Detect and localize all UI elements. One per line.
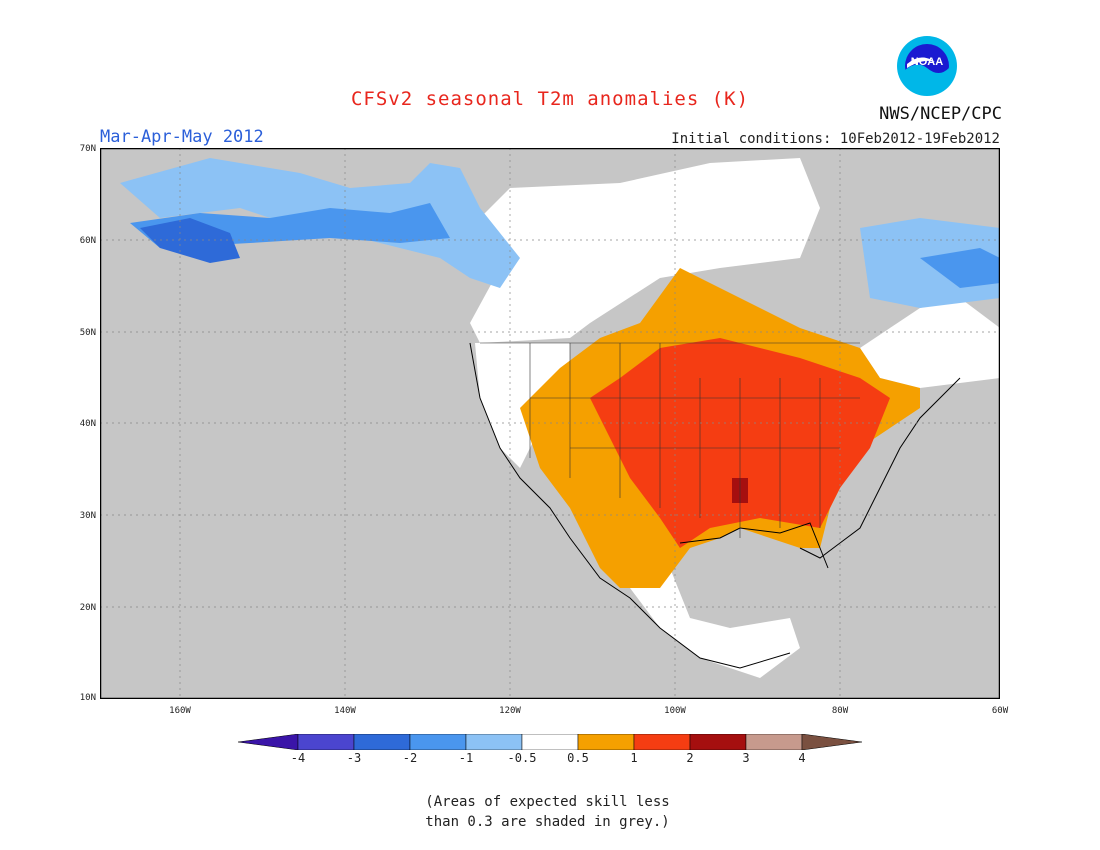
colorbar-label: 1 <box>630 751 638 765</box>
colorbar-label: -1 <box>458 751 474 765</box>
colorbar-bin <box>633 733 691 751</box>
lon-label-80w: 80W <box>831 706 849 716</box>
colorbar-label: 0.5 <box>567 751 589 765</box>
colorbar-label: 4 <box>798 751 806 765</box>
initial-conditions-label: Initial conditions: 10Feb2012-19Feb2012 <box>671 131 1000 147</box>
colorbar-label: 2 <box>686 751 694 765</box>
colorbar-label: 3 <box>742 751 750 765</box>
land-neutral-mexico <box>630 568 800 678</box>
colorbar-label: -4 <box>290 751 306 765</box>
colorbar-bin <box>353 733 411 751</box>
footnote: (Areas of expected skill less than 0.3 a… <box>0 792 1095 832</box>
season-label: Mar-Apr-May 2012 <box>100 127 264 147</box>
colorbar-bin <box>577 733 635 751</box>
lat-label-60n: 60N <box>79 236 96 246</box>
lon-label-120w: 120W <box>499 706 521 716</box>
colorbar-bin <box>297 733 355 751</box>
footnote-line-2: than 0.3 are shaded in grey.) <box>425 814 670 830</box>
map-frame <box>99 147 1001 700</box>
state-borders <box>480 342 860 538</box>
gridlines <box>100 148 1000 699</box>
lat-label-10n: 10N <box>79 693 96 703</box>
agency-label: NWS/NCEP/CPC <box>879 104 1002 124</box>
colorbar-label: -2 <box>402 751 418 765</box>
footnote-line-1: (Areas of expected skill less <box>425 794 670 810</box>
coastline <box>469 342 961 669</box>
colorbar-bin <box>689 733 747 751</box>
noaa-logo-text: NOAA <box>911 56 943 68</box>
anomaly-cool-3 <box>140 218 240 263</box>
lon-label-60w: 60W <box>991 706 1009 716</box>
lon-label-160w: 160W <box>169 706 191 716</box>
lon-label-100w: 100W <box>664 706 686 716</box>
colorbar-arrow-high <box>801 733 863 751</box>
land-neutral-region <box>470 158 820 343</box>
colorbar-bin <box>745 733 803 751</box>
colorbar-arrow-low <box>237 733 299 751</box>
lat-label-40n: 40N <box>79 419 96 429</box>
lat-label-70n: 70N <box>79 144 96 154</box>
colorbar-label: -0.5 <box>507 751 537 765</box>
lat-label-50n: 50N <box>79 328 96 338</box>
colorbar <box>237 733 863 754</box>
colorbar-bin <box>521 733 579 751</box>
lat-label-20n: 20N <box>79 603 96 613</box>
chart-title: CFSv2 seasonal T2m anomalies (K) <box>350 88 750 110</box>
anomaly-map <box>99 147 1001 703</box>
colorbar-bin <box>465 733 523 751</box>
noaa-logo: NOAA <box>895 34 959 102</box>
colorbar-bin <box>409 733 467 751</box>
colorbar-label: -3 <box>346 751 362 765</box>
anomaly-cool-east-2 <box>920 248 1000 288</box>
lat-label-30n: 30N <box>79 511 96 521</box>
land-neutral-east <box>860 298 1000 388</box>
lon-label-140w: 140W <box>334 706 356 716</box>
